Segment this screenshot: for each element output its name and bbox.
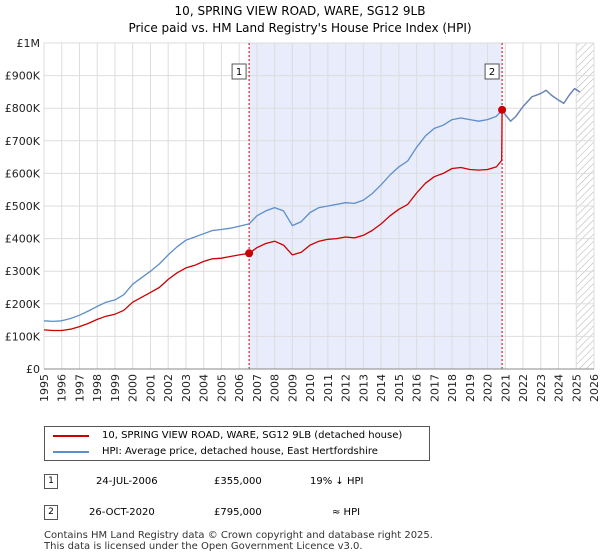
chart-title: 10, SPRING VIEW ROAD, WARE, SG12 9LB [174,4,426,18]
sale-date: 24-JUL-2006 [96,476,158,487]
x-tick-label: 2004 [198,374,211,402]
x-tick-label: 2010 [304,374,317,402]
sale-point [245,249,254,258]
sale-badge: 1 [44,474,58,489]
x-tick-label: 2008 [269,374,282,402]
x-tick-label: 2000 [127,374,140,402]
y-tick-label: £800K [5,102,41,115]
x-tick-label: 1997 [73,374,86,402]
x-tick-label: 2021 [499,374,512,402]
sale-badge: 2 [44,505,58,520]
x-tick-label: 2014 [375,374,388,402]
x-tick-label: 2013 [357,374,370,402]
x-tick-label: 2009 [286,374,299,402]
x-tick-label: 2006 [233,374,246,402]
y-tick-label: £600K [5,167,41,180]
x-tick-label: 2017 [428,374,441,402]
x-tick-label: 2007 [251,374,264,402]
footer-copyright: Contains HM Land Registry data © Crown c… [44,530,433,541]
x-tick-label: 2018 [446,374,459,402]
sale-relation: 19% ↓ HPI [310,476,364,487]
x-tick-label: 2012 [340,374,353,402]
legend: 10, SPRING VIEW ROAD, WARE, SG12 9LB (de… [44,426,430,461]
x-tick-label: 2020 [482,374,495,402]
x-tick-label: 2026 [588,374,600,402]
sale-relation: ≈ HPI [332,507,361,518]
x-tick-label: 2025 [570,374,583,402]
legend-label-hpi: HPI: Average price, detached house, East… [102,446,378,457]
y-tick-label: £100K [5,330,41,343]
y-tick-label: £300K [5,265,41,278]
x-tick-label: 2011 [322,374,335,402]
footer-licence: This data is licensed under the Open Gov… [44,541,363,552]
sale-price: £355,000 [214,476,262,487]
sale-marker-label: 2 [489,67,495,78]
y-tick-label: £700K [5,135,41,148]
legend-swatch-hpi [53,451,89,453]
sale-point [498,105,507,114]
x-tick-label: 1996 [56,374,69,402]
sale-price: £795,000 [214,507,262,518]
sale-date: 26-OCT-2020 [89,507,155,518]
sale-marker-box [484,63,500,80]
x-tick-label: 1998 [91,374,104,402]
x-tick-label: 2016 [411,374,424,402]
legend-label-property: 10, SPRING VIEW ROAD, WARE, SG12 9LB (de… [102,430,403,441]
y-tick-label: £500K [5,200,41,213]
x-tick-label: 2001 [144,374,157,402]
y-tick-label: £0 [26,363,40,376]
y-tick-label: £400K [5,233,41,246]
x-tick-label: 2023 [535,374,548,402]
y-tick-label: £1M [17,37,41,50]
sale-marker-box [231,63,247,80]
x-tick-label: 2022 [517,374,530,402]
chart-subtitle: Price paid vs. HM Land Registry's House … [128,21,472,35]
x-tick-label: 2003 [180,374,193,402]
x-tick-label: 1995 [38,374,51,402]
sale-marker-label: 1 [236,67,242,78]
x-tick-label: 2002 [162,374,175,402]
x-tick-label: 2005 [215,374,228,402]
hpi-line [43,87,581,323]
x-tick-label: 2019 [464,374,477,402]
y-tick-label: £200K [5,298,41,311]
x-tick-label: 2024 [553,374,566,402]
x-tick-label: 1999 [109,374,122,402]
x-tick-label: 2015 [393,374,406,402]
legend-swatch-property [53,435,89,437]
y-tick-label: £900K [5,70,41,83]
price-chart: £0 £100K £200K £300K £400K £500K £600K £700K £80… [5,37,600,402]
